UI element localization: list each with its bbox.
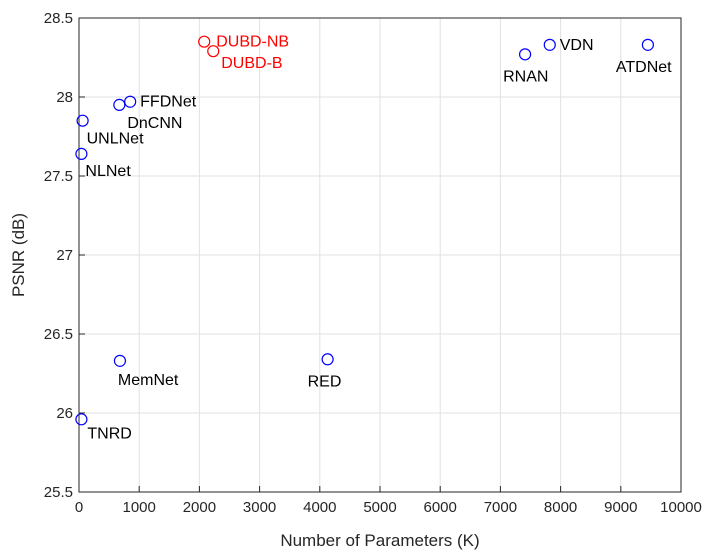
- data-point-unlnet: [76, 114, 89, 127]
- data-points: [75, 35, 654, 426]
- point-label-rnan: RNAN: [503, 68, 548, 85]
- point-label-dncnn: DnCNN: [127, 115, 182, 132]
- point-label-nlnet: NLNet: [85, 163, 131, 180]
- data-point-nlnet: [75, 147, 88, 160]
- y-tick-label: 27.5: [44, 168, 73, 185]
- x-axis-title: Number of Parameters (K): [280, 531, 479, 550]
- point-label-dubd-nb: DUBD-NB: [216, 34, 289, 51]
- point-label-unlnet: UNLNet: [87, 131, 144, 148]
- axis-ticks: 0 1000 2000 3000 4000 5000 6000 7000 8000 9000 100…: [44, 10, 702, 516]
- y-tick-label: 27: [56, 247, 73, 264]
- y-tick-label: 28: [56, 89, 73, 106]
- point-label-atdnet: ATDNet: [616, 59, 672, 76]
- x-tick-label: 2000: [183, 499, 216, 516]
- point-label-ffdnet: FFDNet: [140, 94, 197, 111]
- point-label-dubd-b: DUBD-B: [221, 55, 282, 72]
- x-tick-label: 0: [75, 499, 83, 516]
- x-tick-label: 1000: [123, 499, 156, 516]
- data-point-rnan: [518, 48, 532, 61]
- x-tick-label: 9000: [604, 499, 637, 516]
- point-label-tnrd: TNRD: [87, 425, 131, 442]
- point-label-memnet: MemNet: [118, 372, 179, 389]
- x-tick-label: 10000: [660, 499, 702, 516]
- y-axis-title: PSNR (dB): [9, 213, 28, 297]
- x-tick-label: 8000: [544, 499, 577, 516]
- y-tick-label: 25.5: [44, 484, 73, 501]
- x-tick-label: 4000: [303, 499, 336, 516]
- y-tick-label: 28.5: [44, 10, 73, 27]
- x-tick-label: 3000: [243, 499, 276, 516]
- data-point-ffdnet: [124, 95, 137, 108]
- data-point-dncnn: [113, 98, 126, 112]
- data-point-dubd-nb: [198, 35, 211, 48]
- x-tick-label: 7000: [484, 499, 517, 516]
- data-point-red: [321, 353, 334, 366]
- x-tick-label: 6000: [424, 499, 457, 516]
- data-point-memnet: [113, 354, 127, 367]
- point-label-red: RED: [308, 373, 342, 390]
- data-point-atdnet: [641, 38, 654, 51]
- y-tick-label: 26: [56, 405, 73, 422]
- data-point-tnrd: [75, 413, 88, 426]
- grid: [78, 17, 682, 493]
- point-label-vdn: VDN: [560, 37, 594, 54]
- y-tick-label: 26.5: [44, 326, 73, 343]
- x-tick-label: 5000: [363, 499, 396, 516]
- data-point-vdn: [543, 38, 556, 51]
- data-point-dubd-b: [207, 45, 220, 58]
